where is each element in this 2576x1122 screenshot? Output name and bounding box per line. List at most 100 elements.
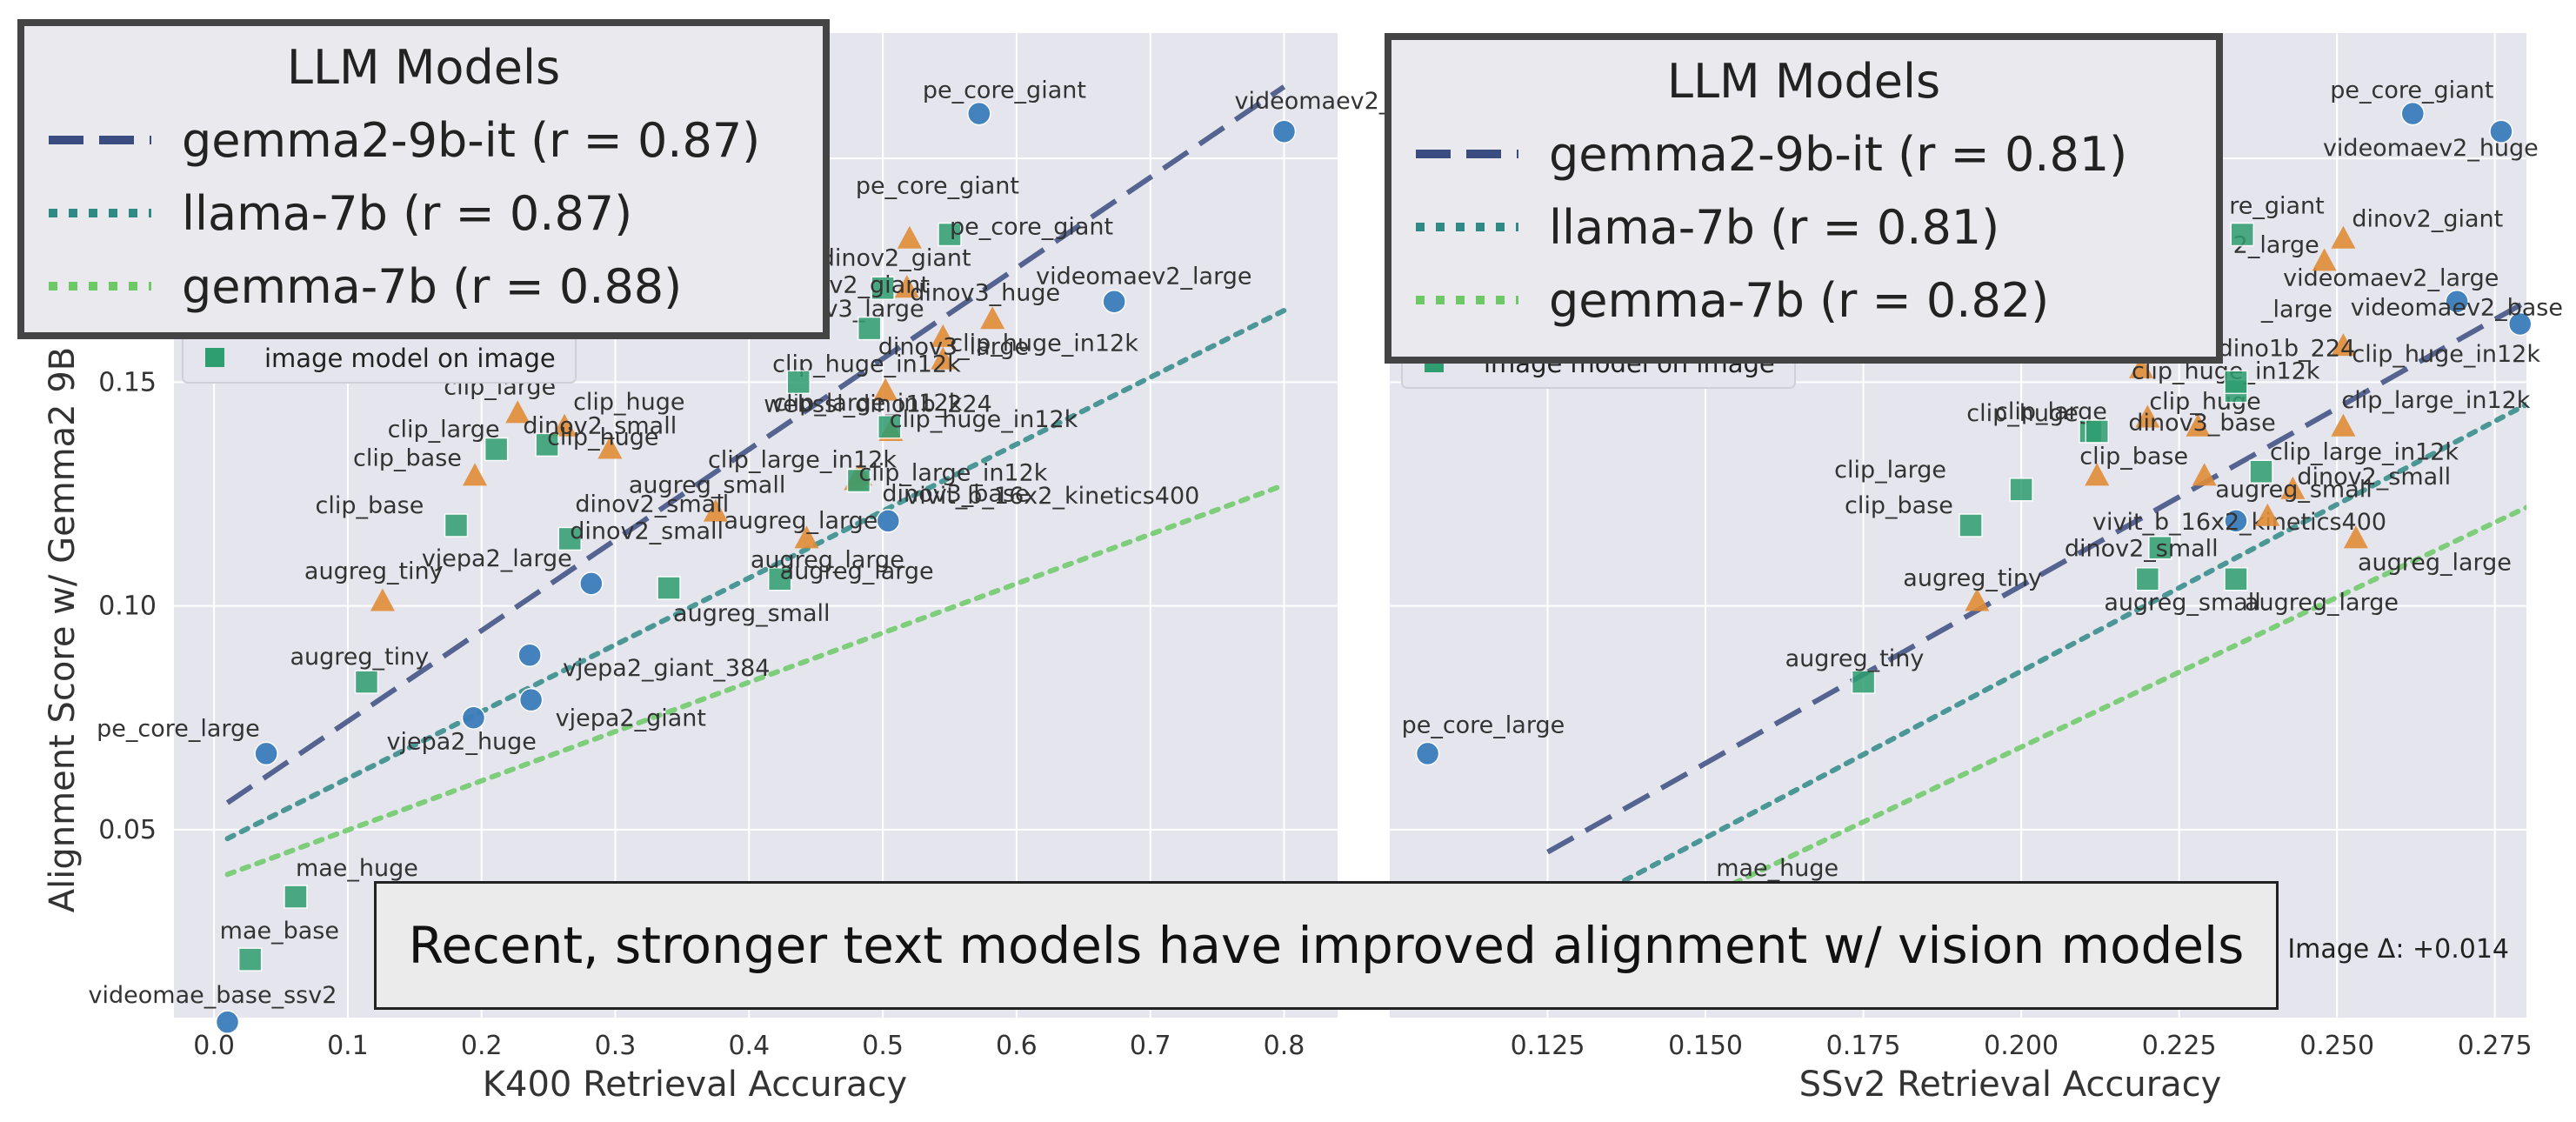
image-on-image-point bbox=[1851, 670, 1876, 694]
image-on-image-point bbox=[2230, 222, 2254, 247]
image-on-video-point bbox=[2280, 476, 2306, 499]
point-label: clip_large bbox=[1834, 457, 1946, 484]
point-label: dinov3_huge bbox=[910, 279, 1060, 306]
point-label: augreg_tiny bbox=[304, 558, 444, 584]
legend-title: LLM Models bbox=[287, 40, 560, 95]
point-label: clip_large_in12k bbox=[773, 390, 962, 417]
image-on-video-point bbox=[2129, 355, 2154, 378]
point-label: webssl_dino1b_224 bbox=[764, 391, 992, 417]
image-on-image-point bbox=[846, 468, 871, 493]
x-tick-label: 0.200 bbox=[1984, 1031, 2059, 1061]
image-on-video-point bbox=[2085, 463, 2110, 486]
x-tick-label: 0.8 bbox=[1264, 1031, 1305, 1061]
image-on-video-point bbox=[894, 275, 919, 298]
point-label: vjepa2_giant bbox=[556, 705, 706, 732]
video-point bbox=[254, 741, 278, 766]
point-label: pe_core_giant bbox=[856, 173, 1019, 200]
y-tick-label: 0.05 bbox=[98, 815, 157, 845]
x-tick-label: 0.225 bbox=[2142, 1031, 2217, 1061]
image-on-image-point bbox=[484, 437, 509, 462]
point-label: pe_core_giant bbox=[950, 214, 1113, 241]
x-tick-label: 0.0 bbox=[193, 1031, 235, 1061]
image-on-image-point bbox=[237, 947, 263, 972]
video-point bbox=[517, 643, 542, 667]
legend-box bbox=[17, 19, 830, 339]
video-point bbox=[579, 571, 604, 596]
point-label: vjepa2_large bbox=[422, 545, 572, 572]
image-on-image-point bbox=[2135, 566, 2160, 591]
image-on-video-point bbox=[552, 413, 577, 437]
point-label: mae_huge bbox=[1716, 855, 1839, 882]
image-on-image-point bbox=[535, 432, 559, 457]
x-tick-label: 0.250 bbox=[2299, 1031, 2374, 1061]
image-on-image-point bbox=[878, 415, 902, 439]
image-on-image-point bbox=[938, 222, 962, 247]
image-on-image-point bbox=[2009, 478, 2033, 502]
point-label: dinov2_giant bbox=[820, 244, 971, 271]
point-label: clip_base bbox=[353, 444, 462, 471]
point-label: augreg_large bbox=[724, 507, 878, 534]
image-on-image-point bbox=[354, 670, 379, 694]
point-label: mae_huge bbox=[296, 855, 418, 882]
image-on-video-point bbox=[2331, 333, 2356, 357]
video-point bbox=[215, 1010, 240, 1034]
image-on-image-point bbox=[444, 513, 469, 538]
fit-line-gemma-7b bbox=[224, 482, 1287, 878]
video-point bbox=[2507, 311, 2533, 337]
point-label: augreg_large bbox=[2245, 590, 2399, 617]
point-label: pe_core_giant bbox=[923, 77, 1086, 104]
point-label: pe_core_large bbox=[97, 715, 260, 742]
image-on-image-point bbox=[786, 370, 811, 395]
point-label: augreg_small bbox=[2104, 590, 2260, 617]
image-on-image-point bbox=[657, 576, 681, 600]
x-tick-label: 0.175 bbox=[1826, 1031, 1901, 1061]
legend-title: LLM Models bbox=[1667, 54, 1940, 109]
image-on-video-point bbox=[370, 588, 395, 611]
point-label: dinov3_base bbox=[882, 481, 1029, 508]
point-label: augreg_large bbox=[751, 547, 904, 574]
x-tick-label: 0.7 bbox=[1130, 1031, 1171, 1061]
point-label: clip_base bbox=[316, 492, 424, 519]
point-label: re_giant bbox=[2229, 193, 2325, 220]
x-tick-label: 0.150 bbox=[1668, 1031, 1743, 1061]
point-label: augreg_large bbox=[780, 558, 934, 585]
image-on-video-point bbox=[2135, 404, 2160, 428]
image-on-video-point bbox=[794, 525, 819, 549]
x-tick-label: 0.125 bbox=[1511, 1031, 1585, 1061]
image-on-video-point bbox=[1965, 588, 1990, 611]
legend-label: gemma2-9b-it (r = 0.81) bbox=[1549, 127, 2127, 182]
x-tick-label: 0.275 bbox=[2458, 1031, 2533, 1061]
image-on-image-point bbox=[857, 316, 882, 341]
point-label: dinov3_base bbox=[2128, 410, 2275, 437]
fit-line-gemma-7b bbox=[1703, 504, 2526, 900]
point-label: augreg_tiny bbox=[1785, 645, 1925, 672]
point-label: clip_large_in12k bbox=[858, 460, 1047, 487]
legend-label: gemma-7b (r = 0.88) bbox=[182, 259, 682, 314]
x-axis-label: K400 Retrieval Accuracy bbox=[483, 1065, 907, 1105]
video-point bbox=[2400, 101, 2426, 126]
y-axis-label: Alignment Score w/ Gemma2 9B bbox=[43, 347, 83, 912]
point-label: clip_huge bbox=[1966, 400, 2078, 427]
x-tick-label: 0.1 bbox=[327, 1031, 369, 1061]
image-on-video-point bbox=[980, 306, 1005, 330]
x-tick-label: 0.6 bbox=[996, 1031, 1038, 1061]
image-delta-note: Image Δ: +0.014 bbox=[2287, 934, 2509, 965]
x-tick-label: 0.5 bbox=[862, 1031, 904, 1061]
point-label: pe_core_giant bbox=[2330, 77, 2493, 104]
image-on-video-point bbox=[2255, 503, 2280, 526]
video-point bbox=[967, 101, 991, 126]
x-tick-label: 0.4 bbox=[728, 1031, 770, 1061]
fit-line-gemma2-9b-it bbox=[225, 84, 1286, 805]
image-on-image-point bbox=[2224, 566, 2248, 591]
y-tick-label: 0.10 bbox=[98, 591, 157, 622]
point-label: pe_core_large bbox=[1402, 711, 1565, 738]
image-on-image-point bbox=[871, 276, 895, 301]
point-label: augreg_large bbox=[2358, 549, 2512, 576]
fit-line-llama-7b bbox=[1608, 402, 2526, 891]
point-label: clip_base bbox=[1845, 492, 1953, 519]
image-on-video-point bbox=[703, 498, 728, 522]
video-point bbox=[461, 705, 486, 731]
point-label: dinov2_small bbox=[575, 491, 729, 518]
image-on-video-point bbox=[597, 436, 623, 459]
